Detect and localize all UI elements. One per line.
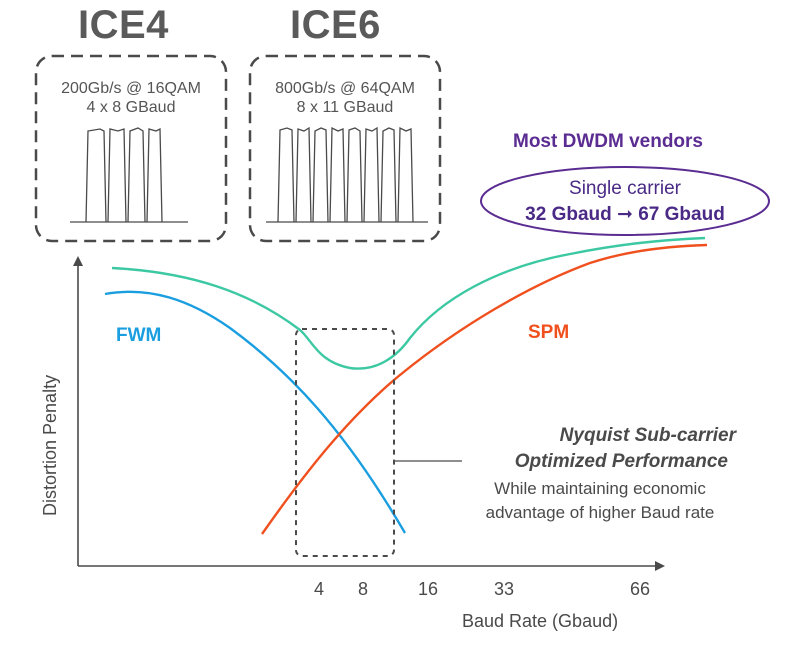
ice6-carrier-line: 8 x 11 GBaud	[296, 99, 394, 116]
x-tick-33: 33	[494, 579, 515, 599]
x-axis-title: Baud Rate (Gbaud)	[462, 611, 619, 631]
x-tick-4: 4	[314, 579, 325, 599]
x-tick-16: 16	[418, 579, 439, 599]
fwm-label: FWM	[116, 325, 162, 346]
fwm-curve	[104, 290, 407, 534]
ice6-box	[248, 54, 442, 243]
ice4-spectrum	[70, 127, 188, 223]
nyquist-sub-line2: advantage of higher Baud rate	[485, 503, 715, 522]
y-axis-arrow	[73, 256, 83, 266]
vendors-heading: Most DWDM vendors	[513, 131, 703, 152]
x-tick-8: 8	[358, 579, 369, 599]
nyquist-title-line1: Nyquist Sub-carrier	[559, 425, 736, 446]
y-axis-title: Distortion Penalty	[40, 374, 60, 516]
ice6-title: ICE6	[290, 3, 381, 47]
spm-curve	[261, 243, 708, 535]
x-tick-66: 66	[630, 579, 651, 599]
vendors-line1: Single carrier	[569, 178, 681, 199]
vendors-line2: 32 Gbaud ➞ 67 Gbaud	[525, 204, 725, 225]
nyquist-highlight-box	[295, 328, 395, 557]
nyquist-title-line2: Optimized Performance	[514, 451, 728, 472]
ice4-rate-line: 200Gb/s @ 16QAM	[61, 80, 201, 97]
chart-axes	[77, 266, 655, 567]
total-penalty-curve	[111, 236, 706, 370]
vendor-oval	[480, 166, 770, 236]
nyquist-sub-line1: While maintaining economic	[494, 479, 706, 498]
spm-label: SPM	[528, 322, 570, 343]
ice4-carrier-line: 4 x 8 GBaud	[86, 99, 176, 116]
ice6-rate-line: 800Gb/s @ 64QAM	[275, 80, 415, 97]
x-axis-arrow	[655, 561, 665, 571]
ice6-spectrum	[266, 126, 428, 223]
ice4-box	[34, 54, 228, 243]
ice4-title: ICE4	[78, 3, 169, 47]
